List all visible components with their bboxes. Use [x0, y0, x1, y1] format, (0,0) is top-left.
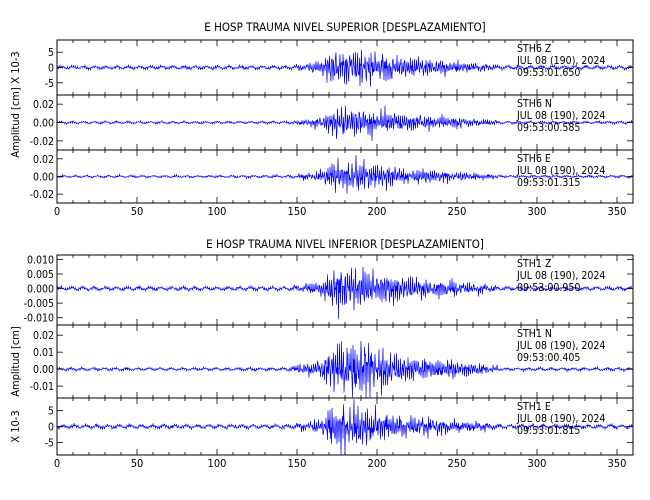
y-tick-label: 0.02 [33, 330, 54, 342]
y-tick-label: 0.00 [33, 364, 54, 376]
y-tick-label: 5 [48, 406, 54, 418]
y-tick-label: 0.01 [33, 347, 54, 359]
x-tick-label: 150 [288, 457, 307, 470]
x-tick-label: 0 [54, 457, 60, 470]
y-tick-label: 0.005 [27, 269, 54, 281]
y-tick-label: -0.005 [24, 298, 54, 310]
date-label: JUL 08 (190), 2024 [516, 270, 605, 282]
y-tick-label: 0.010 [27, 254, 54, 266]
y-tick-label: -0.01 [30, 381, 54, 393]
y-tick-label: -5 [45, 437, 54, 449]
waveform-line [56, 49, 634, 87]
y-tick-label: 5 [48, 47, 54, 59]
y-tick-label: -0.02 [30, 136, 54, 148]
date-label: JUL 08 (190), 2024 [516, 55, 605, 67]
y-tick-label: 0.02 [33, 99, 54, 111]
x-tick-label: 200 [368, 205, 387, 218]
date-label: JUL 08 (190), 2024 [516, 413, 605, 425]
date-label: JUL 08 (190), 2024 [516, 165, 605, 177]
y-tick-label: 0 [48, 63, 54, 75]
x-tick-label: 100 [208, 205, 227, 218]
x-tick-label: 300 [528, 205, 547, 218]
waveform-line [56, 266, 634, 320]
x-tick-label: 0 [54, 205, 60, 218]
time-label: 09:53:00.950 [517, 282, 580, 294]
panel-superior: E HOSP TRAUMA NIVEL SUPERIOR [DESPLAZAMI… [9, 20, 634, 218]
station-label: STH6 N [517, 98, 552, 110]
station-label: STH1 Z [517, 258, 552, 270]
y-tick-label: 0.00 [33, 118, 54, 130]
station-label: STH1 N [517, 328, 552, 340]
x-tick-label: 350 [608, 457, 627, 470]
x-tick-label: 100 [208, 457, 227, 470]
panel-title: E HOSP TRAUMA NIVEL SUPERIOR [DESPLAZAMI… [204, 20, 485, 34]
x-tick-label: 50 [131, 205, 144, 218]
station-label: STH6 E [517, 153, 551, 165]
y-axis-label: Amplitud [cm] [9, 326, 22, 397]
y-tick-label: -5 [45, 78, 54, 90]
x-tick-label: 200 [368, 457, 387, 470]
x-tick-label: 350 [608, 205, 627, 218]
time-label: 09:53:01.650 [517, 67, 580, 79]
time-label: 09:53:01.815 [517, 425, 580, 437]
y-tick-label: 0 [48, 422, 54, 434]
station-label: STH1 E [517, 401, 551, 413]
scale-multiplier-label: X 10-3 [9, 51, 22, 83]
panel-inferior: E HOSP TRAUMA NIVEL INFERIOR [DESPLAZAMI… [9, 237, 634, 470]
y-tick-label: 0.02 [33, 154, 54, 166]
scale-multiplier-label: X 10-3 [9, 410, 22, 442]
y-tick-label: -0.02 [30, 189, 54, 201]
time-label: 09:53:00.405 [517, 352, 580, 364]
time-label: 09:53:00.585 [517, 122, 580, 134]
date-label: JUL 08 (190), 2024 [516, 110, 605, 122]
waveform-line [56, 154, 634, 194]
x-tick-label: 250 [448, 205, 467, 218]
waveform-line [56, 105, 634, 142]
y-axis-label: Amplitud [cm] [9, 87, 22, 158]
x-tick-label: 300 [528, 457, 547, 470]
x-tick-label: 150 [288, 205, 307, 218]
panel-title: E HOSP TRAUMA NIVEL INFERIOR [DESPLAZAMI… [206, 237, 484, 251]
waveform-line [56, 341, 634, 398]
y-tick-label: 0.00 [33, 172, 54, 184]
y-tick-label: -0.010 [24, 313, 54, 325]
x-tick-label: 250 [448, 457, 467, 470]
time-label: 09:53:01.315 [517, 177, 580, 189]
y-tick-label: 0.000 [27, 284, 54, 296]
x-tick-label: 50 [131, 457, 144, 470]
station-label: STH6 Z [517, 43, 552, 55]
date-label: JUL 08 (190), 2024 [516, 340, 605, 352]
